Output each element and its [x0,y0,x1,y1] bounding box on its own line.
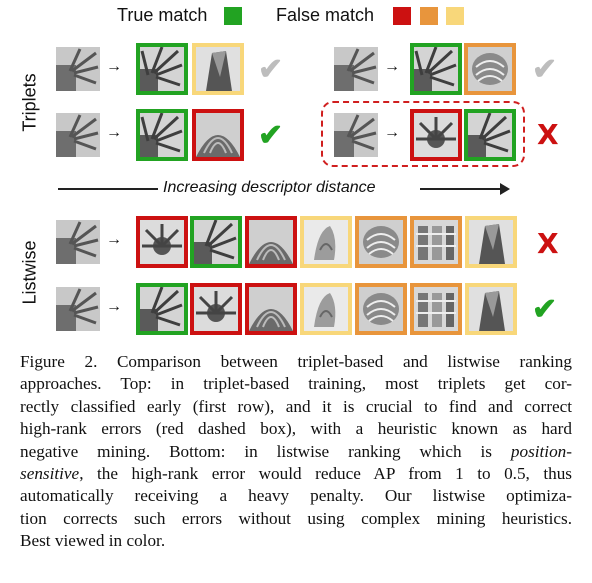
caption-line: tion corrects such errors without using … [20,508,572,528]
query-image [56,47,100,91]
result-false-yellow [192,43,244,95]
result-true-match [136,109,188,161]
distance-line-left [58,188,158,190]
caption-text: negative mining. Bottom: in listwise ran… [20,441,511,461]
distance-line-right [420,188,502,190]
caption-emphasis: position- [510,441,572,461]
caption-line: sensitive, the high-rank error would red… [20,463,572,485]
hard-negative-dashed-box [321,101,525,167]
gray-check-icon: ✔ [258,53,284,86]
result-false-red [192,109,244,161]
result-true-match [136,283,188,335]
result-false-yellow [465,283,517,335]
green-check-icon: ✔ [532,293,558,326]
result-false-red [410,109,462,161]
result-false-orange [464,43,516,95]
legend-orange-swatch [420,7,438,25]
result-true-match [190,216,242,268]
result-false-red [136,216,188,268]
green-check-icon: ✔ [258,119,284,152]
result-false-orange [355,216,407,268]
arrow-icon: → [106,298,122,315]
caption-line: approaches. Top: in triplet-based traini… [20,374,572,394]
query-image [334,47,378,91]
legend-red-swatch [393,7,411,25]
arrow-icon: → [384,124,400,141]
result-false-red [245,283,297,335]
result-true-match [410,43,462,95]
result-false-red [190,283,242,335]
legend-green-swatch [224,7,242,25]
figure-caption: Figure 2. Comparison between triplet-bas… [20,351,572,553]
query-image [56,287,100,331]
legend-false-label: False match [276,5,375,25]
distance-arrowhead [500,183,510,195]
query-image [334,113,378,157]
legend-true-label: True match [117,5,208,25]
result-false-yellow [300,283,352,335]
caption-emphasis: sensitive [20,464,80,484]
result-true-match [464,109,516,161]
caption-line: Figure 2. Comparison between triplet-bas… [20,352,572,371]
arrow-icon: → [106,124,122,141]
result-false-orange [410,283,462,335]
triplets-label: Triplets [19,73,40,132]
red-cross-icon: X [537,118,559,151]
gray-check-icon: ✔ [532,53,558,86]
distance-label: Increasing descriptor distance [163,179,376,196]
caption-text: , the high-rank error would reduce AP fr… [79,464,572,484]
query-image [56,220,100,264]
result-false-orange [410,216,462,268]
result-false-orange [355,283,407,335]
caption-line: negative mining. Bottom: in listwise ran… [20,441,572,463]
red-cross-icon: X [537,227,559,260]
arrow-icon: → [384,58,400,75]
listwise-label: Listwise [19,240,40,305]
result-false-yellow [300,216,352,268]
caption-line: Best viewed in color. [20,531,166,551]
caption-line: automatically receiving a heavy penalty.… [20,486,572,506]
caption-line: high-rank errors (red dashed box), with … [20,419,572,439]
legend-yellow-swatch [446,7,464,25]
result-true-match [136,43,188,95]
arrow-icon: → [106,58,122,75]
result-false-red [245,216,297,268]
arrow-icon: → [106,231,122,248]
result-false-yellow [465,216,517,268]
caption-line: rectly classified early (first row), and… [20,396,572,416]
query-image [56,113,100,157]
